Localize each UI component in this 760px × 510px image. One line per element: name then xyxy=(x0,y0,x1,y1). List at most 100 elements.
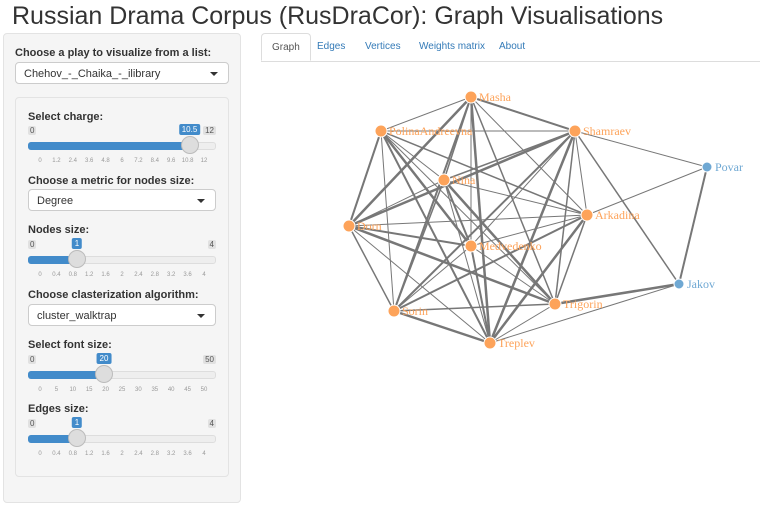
play-label: Choose a play to visualize from a list: xyxy=(15,47,212,59)
page-title: Russian Drama Corpus (RusDraCor): Graph … xyxy=(12,2,664,30)
slider-tick-label: 1.2 xyxy=(85,451,94,457)
graph-node[interactable] xyxy=(342,219,356,233)
graph-edge xyxy=(470,96,576,132)
graph-edge xyxy=(380,130,491,344)
tab-weights-matrix[interactable]: Weights matrix xyxy=(419,41,485,52)
cluster-select-value: cluster_walktrap xyxy=(37,310,117,322)
chevron-down-icon xyxy=(197,199,205,203)
graph-node[interactable] xyxy=(483,336,497,350)
graph-edge xyxy=(469,96,492,344)
graph-edge xyxy=(488,130,577,344)
play-select[interactable]: Chehov_-_Chaika_-_ilibrary xyxy=(15,62,229,84)
slider-tick-label: 0.4 xyxy=(52,451,61,457)
slider-tick-label: 1.6 xyxy=(101,272,110,278)
nodes-size-label: Nodes size: xyxy=(28,224,90,236)
slider-min: 0 xyxy=(28,240,37,249)
tab-edges[interactable]: Edges xyxy=(317,41,346,52)
slider-tick-label: 2.8 xyxy=(150,272,159,278)
graph-node-label: Shamraev xyxy=(583,124,631,138)
tab-vertices[interactable]: Vertices xyxy=(365,41,401,52)
graph-edge xyxy=(348,224,556,306)
graph-node[interactable] xyxy=(437,173,451,187)
slider-tick-label: 3.2 xyxy=(167,451,176,457)
graph-edge xyxy=(443,179,491,344)
graph-edge xyxy=(393,309,491,345)
font-size-slider[interactable]: 0 50 20 0 5 10 15 20 25 30 35 40 45 50 xyxy=(28,353,216,405)
graph-edge xyxy=(443,179,472,247)
slider-tick-label: 0 xyxy=(38,158,42,164)
graph-edge xyxy=(443,130,576,181)
slider-fill xyxy=(28,256,77,264)
graph-node[interactable] xyxy=(464,90,478,104)
graph-edge xyxy=(348,214,588,227)
slider-tick-label: 0 xyxy=(38,272,42,278)
slider-tick-label: 0.8 xyxy=(68,272,77,278)
graph-node-label: Jakov xyxy=(687,277,715,291)
slider-tick-label: 2 xyxy=(120,272,124,278)
graph-edge xyxy=(393,130,576,312)
graph-node[interactable] xyxy=(580,208,594,222)
graph-edge xyxy=(380,130,395,312)
graph-node[interactable] xyxy=(387,304,401,318)
slider-tick-label: 3.6 xyxy=(85,158,94,164)
slider-tick-label: 3.6 xyxy=(183,272,192,278)
graph-edge xyxy=(443,96,472,181)
slider-tick-label: 1.2 xyxy=(85,272,94,278)
graph-edge xyxy=(348,130,382,227)
slider-max: 4 xyxy=(207,240,216,249)
graph-node-label: Trigorin xyxy=(563,297,603,311)
slider-tick-label: 2.8 xyxy=(150,451,159,457)
graph-node[interactable] xyxy=(548,297,562,311)
slider-tick-label: 2.4 xyxy=(134,451,143,457)
slider-handle[interactable] xyxy=(180,136,199,154)
slider-tick-label: 3.6 xyxy=(183,451,192,457)
controls-well xyxy=(15,97,229,477)
slider-value: 10.5 xyxy=(178,124,201,135)
graph-node-label: Medvedenko xyxy=(479,239,542,253)
graph-node[interactable] xyxy=(374,124,388,138)
graph-edge xyxy=(393,179,445,312)
edges-size-label: Edges size: xyxy=(28,403,89,415)
tab-graph[interactable]: Graph xyxy=(261,33,311,61)
metric-select[interactable]: Degree xyxy=(28,189,216,211)
edges-size-slider[interactable]: 0 4 1 0 0.4 0.8 1.2 1.6 2 2.4 2.8 3.2 3.6 4 xyxy=(28,417,216,469)
graph-node[interactable] xyxy=(568,124,582,138)
tab-bar: Graph Edges Vertices Weights matrix About xyxy=(261,33,760,62)
play-select-value: Chehov_-_Chaika_-_ilibrary xyxy=(24,68,161,80)
graph-edge xyxy=(393,96,472,312)
charge-slider[interactable]: 0 12 10.5 0 1.2 2.4 3.6 4.8 6 7.2 8.4 9.6 10.8 12 xyxy=(28,124,216,176)
slider-tick-label: 0 xyxy=(38,451,42,457)
slider-min: 0 xyxy=(28,126,37,135)
cluster-label: Choose clasterization algorithm: xyxy=(28,289,199,301)
slider-tick-label: 4.8 xyxy=(101,158,110,164)
graph-edge xyxy=(348,225,491,344)
graph-edge xyxy=(380,130,556,305)
nodes-size-slider[interactable]: 0 4 1 0 0.4 0.8 1.2 1.6 2 2.4 2.8 3.2 3.6 4 xyxy=(28,238,216,290)
slider-tick-label: 20 xyxy=(102,387,109,393)
graph-edge xyxy=(470,245,556,305)
slider-tick-label: 0 xyxy=(38,387,42,393)
slider-tick-label: 35 xyxy=(151,387,159,393)
cluster-select[interactable]: cluster_walktrap xyxy=(28,304,216,326)
graph-edge xyxy=(393,214,588,312)
slider-tick-label: 9.6 xyxy=(167,158,176,164)
slider-handle[interactable] xyxy=(68,429,86,447)
slider-handle[interactable] xyxy=(95,365,113,383)
slider-handle[interactable] xyxy=(68,250,86,268)
graph-node-label: PolinaAndreevna xyxy=(389,124,473,138)
slider-max: 4 xyxy=(207,419,216,428)
charge-label: Select charge: xyxy=(28,111,104,123)
slider-tick-label: 10.8 xyxy=(181,158,194,164)
graph-edge xyxy=(574,130,680,285)
slider-min: 0 xyxy=(28,355,37,364)
graph-edge xyxy=(574,130,708,168)
graph-node[interactable] xyxy=(673,278,685,290)
graph-edge xyxy=(348,179,445,227)
graph-edge xyxy=(678,166,708,285)
graph-node[interactable] xyxy=(701,161,713,173)
tab-about[interactable]: About xyxy=(499,41,526,52)
graph-edge xyxy=(489,214,588,344)
slider-tick-label: 0.8 xyxy=(68,451,77,457)
graph-node[interactable] xyxy=(464,239,478,253)
slider-max: 12 xyxy=(203,126,216,135)
